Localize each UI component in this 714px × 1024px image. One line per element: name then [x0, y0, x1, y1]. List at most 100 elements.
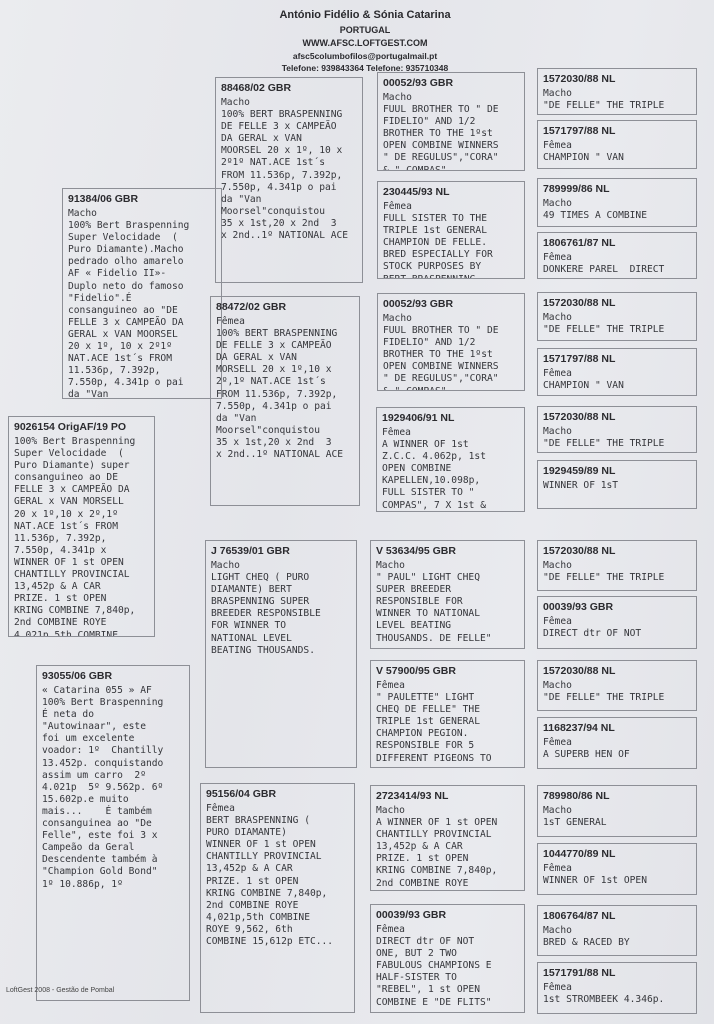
pigeon-card: 9026154 OrigAF/19 PO 100% Bert Braspennin… — [8, 416, 155, 637]
ring-number: 1571797/88 NL — [543, 353, 616, 365]
description-line: DA GERAL x VAN — [221, 133, 302, 145]
ring-number: 1572030/88 NL — [543, 73, 616, 85]
pigeon-card: J 76539/01 GBR Macho LIGHT CHEQ ( PURO DIAM… — [205, 540, 357, 768]
sex-label: Fêmea — [543, 252, 572, 263]
ring-number: 1929459/89 NL — [543, 465, 616, 477]
description-line: BROTHER TO THE 1ºst — [383, 349, 493, 361]
ring-number: 88472/02 GBR — [216, 301, 287, 313]
description-line: 35 x 1st,20 x 2nd 3 — [221, 217, 337, 229]
sex-label: Fêmea — [216, 316, 245, 327]
description-line: DONKERE PAREL DIRECT — [543, 264, 665, 276]
ring-number: 00039/93 GBR — [376, 909, 447, 921]
ring-number: 9026154 OrigAF/19 PO — [14, 421, 127, 433]
description-line: OPEN COMBINE — [382, 463, 452, 475]
description-line: 7.550p, 4.341p x — [14, 544, 107, 556]
pigeon-card: 1572030/88 NL Macho "DE FELLE" THE TRIPLE — [537, 292, 697, 341]
description-line: CHAMPION " VAN — [543, 380, 624, 392]
pigeon-card: 88472/02 GBR Fêmea 100% BERT BRASPENNING DE… — [210, 296, 360, 506]
description-line: FIDELIO" AND 1/2 — [383, 116, 476, 128]
description-line: CHAMPION DE FELLE. — [383, 237, 487, 249]
description-line: RESPONSIBLE FOR — [376, 596, 463, 608]
sex-label: Fêmea — [543, 737, 572, 748]
description-line: 13,452p & A CAR — [376, 841, 463, 853]
description-line: FULL SISTER TO " — [382, 487, 475, 499]
description-line: THOUSANDS. DE FELLE" — [376, 632, 492, 644]
description-line: OPEN COMBINE WINNERS — [383, 140, 499, 152]
description-line: FULL SISTER TO THE — [383, 213, 487, 225]
ring-number: 91384/06 GBR — [68, 193, 139, 205]
description-line: DIRECT dtr OF NOT — [543, 628, 642, 640]
description-line: DA GERAL x VAN — [216, 352, 297, 364]
pigeon-card: 1571797/88 NL Fêmea CHAMPION " VAN — [537, 348, 697, 396]
description-line: BRED & RACED BY — [543, 937, 630, 949]
pigeon-card: 1806764/87 NL Macho BRED & RACED BY — [537, 905, 697, 956]
ring-number: 1572030/88 NL — [543, 297, 616, 309]
description-line: 7.550p, 4.341p o pai — [68, 377, 184, 389]
description-line: 100% Bert Braspenning — [14, 436, 136, 447]
description-line: FUUL BROTHER TO " DE — [383, 325, 499, 337]
ring-number: 789980/86 NL — [543, 790, 610, 802]
description-line: "Fidelio".É — [68, 292, 132, 304]
description-line: "DE FELLE" THE TRIPLE — [543, 438, 665, 450]
pigeon-card: 00052/93 GBR Macho FUUL BROTHER TO " DE FID… — [377, 293, 525, 391]
description-line: KRING COMBINE 7,840p, — [14, 605, 136, 617]
description-line: FELLE 3 x CAMPEÃO DA — [14, 484, 130, 496]
description-line: FROM 11.536p, 7.392p, — [216, 388, 338, 400]
description-line: Duplo neto do famoso — [68, 280, 184, 292]
description-line: 13,452p & A CAR — [14, 581, 101, 593]
description-line: KRING COMBINE 7,840p, — [206, 887, 328, 899]
description-line: "Autowinaar", este — [42, 721, 146, 733]
description-line: 2nd COMBINE ROYE — [14, 617, 107, 629]
sex-label: Macho — [68, 208, 97, 219]
sex-label: Macho — [376, 805, 405, 816]
pigeon-card: 88468/02 GBR Macho 100% BERT BRASPENNING DE… — [215, 77, 363, 283]
pigeon-card: V 53634/95 GBR Macho " PAUL" LIGHT CHEQ SUP… — [370, 540, 525, 649]
pigeon-card: 00039/93 GBR Fêmea DIRECT dtr OF NOT — [537, 596, 697, 649]
pigeon-card: 1572030/88 NL Macho "DE FELLE" THE TRIPLE — [537, 406, 697, 453]
description-line: ONE, BUT 2 TWO — [376, 948, 457, 960]
ring-number: 789999/86 NL — [543, 183, 610, 195]
sex-label: Fêmea — [543, 368, 572, 379]
sex-label: Fêmea — [382, 427, 411, 438]
description-line: WINNER OF 1 st OPEN — [206, 839, 316, 851]
description-line: RESPONSIBLE FOR 5 — [376, 740, 475, 752]
ring-number: 88468/02 GBR — [221, 82, 292, 94]
description-line: PURO DIAMANTE) — [206, 827, 287, 839]
description-line: LEVEL BEATING — [376, 620, 452, 632]
description-line: FELLE 3 x CAMPEÃO DA — [68, 316, 184, 328]
sex-label: Fêmea — [543, 140, 572, 151]
ring-number: 230445/93 NL — [383, 186, 450, 198]
pigeon-card: 2723414/93 NL Macho A WINNER OF 1 st OPEN C… — [370, 785, 525, 891]
pigeon-card: 1572030/88 NL Macho "DE FELLE" THE TRIPLE — [537, 68, 697, 115]
pigeon-card: 1929459/89 NL WINNER OF 1sT — [537, 460, 697, 509]
description-line: Super Velocidade ( — [68, 232, 178, 244]
description-line: NAT.ACE 1st´s FROM — [14, 520, 118, 532]
description-line: FROM 11.536p, 7.392p, — [221, 169, 343, 181]
description-line: BROTHER TO THE 1ºst — [383, 128, 493, 140]
ring-number: 1806761/87 NL — [543, 237, 616, 249]
ring-number: 1044770/89 NL — [543, 848, 616, 860]
description-line: BEATING THOUSANDS. — [211, 644, 315, 656]
sex-label: Fêmea — [376, 924, 405, 935]
description-line: « Catarina 055 » AF — [42, 685, 152, 696]
sex-label: Macho — [221, 97, 250, 108]
sex-label: Fêmea — [543, 616, 572, 627]
ring-number: V 57900/95 GBR — [376, 665, 456, 677]
description-line: mais... É também — [42, 805, 152, 817]
description-line: DIFFERENT PIGEONS TO — [376, 752, 492, 764]
description-line: voador: 1º Chantilly — [42, 745, 164, 757]
sex-label: Fêmea — [376, 680, 405, 691]
description-line: FOR WINNER TO — [211, 620, 287, 632]
description-line: TRIPLE 1st GENERAL — [376, 716, 480, 728]
sex-label: Macho — [383, 313, 412, 324]
description-line: LIGHT CHEQ ( PURO — [211, 572, 310, 584]
description-line: "DE FELLE" THE TRIPLE — [543, 100, 665, 112]
description-line: x 2nd..1º NATIONAL ACE — [216, 449, 344, 461]
description-line: MORSELL 20 x 1º,10 x — [216, 364, 332, 376]
description-line: Campeão da Geral — [42, 842, 135, 854]
sex-label: Macho — [376, 560, 405, 571]
description-line: WINNER OF 1 st OPEN — [14, 556, 124, 568]
owner-names: António Fidélio & Sónia Catarina — [279, 9, 451, 21]
pigeon-card: 00052/93 GBR Macho FUUL BROTHER TO " DE FID… — [377, 72, 525, 171]
sex-label: Fêmea — [543, 863, 572, 874]
